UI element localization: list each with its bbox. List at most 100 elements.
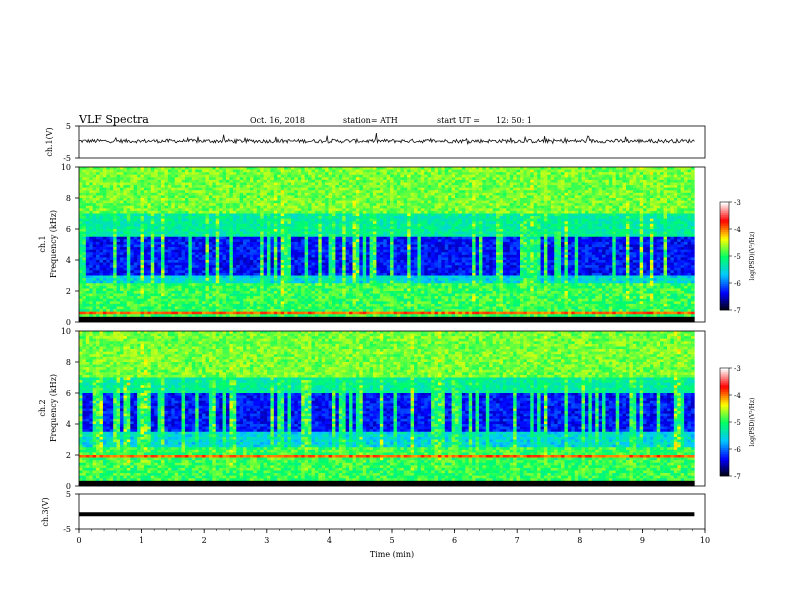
spectrogram-cell	[284, 234, 288, 238]
spectrogram-cell	[461, 210, 466, 214]
spectrogram-cell	[226, 169, 230, 173]
spectrogram-cell	[526, 179, 531, 183]
spectrogram-cell	[437, 190, 442, 194]
spectrogram-cell	[379, 236, 384, 240]
spectrogram-cell	[338, 210, 343, 214]
spectrogram-cell	[362, 187, 367, 191]
spectrogram-cell	[335, 229, 340, 232]
spectrogram-cell	[369, 177, 374, 181]
spectrogram-cell	[92, 221, 97, 225]
spectrogram-cell	[297, 172, 302, 176]
spectrogram-cell	[304, 226, 309, 230]
spectrogram-cell	[379, 167, 384, 170]
spectrogram-cell	[301, 216, 305, 219]
spectrogram-cell	[161, 185, 165, 188]
spectrogram-cell	[427, 192, 432, 196]
spectrogram-cell	[369, 231, 374, 235]
spectrogram-cell	[318, 182, 323, 186]
spectrogram-cell	[567, 231, 572, 235]
spectrogram-cell	[178, 172, 182, 176]
spectrogram-cell	[314, 205, 319, 209]
spectrogram-cell	[427, 234, 432, 238]
spectrogram-cell	[554, 179, 558, 183]
spectrogram-cell	[290, 231, 295, 235]
spectrogram-cell	[465, 205, 470, 209]
spectrogram-cell	[643, 182, 647, 186]
spectrogram-cell	[79, 190, 83, 194]
spectrogram-cell	[147, 208, 152, 212]
spectrogram-cell	[202, 187, 206, 191]
spectrogram-cell	[284, 187, 288, 191]
spectrogram-cell	[366, 187, 370, 191]
spectrogram-cell	[338, 208, 343, 212]
spectrogram-cell	[444, 192, 449, 196]
spectrogram-cell	[547, 167, 552, 170]
spectrogram-cell	[373, 203, 377, 207]
spectrogram-cell	[280, 192, 285, 196]
spectrogram-cell	[304, 216, 309, 219]
spectrogram-cell	[632, 179, 637, 183]
spectrogram-cell	[492, 187, 497, 191]
spectrogram-cell	[379, 218, 384, 222]
spectrogram-cell	[188, 216, 193, 219]
spectrogram-cell	[123, 172, 128, 176]
spectrogram-cell	[318, 203, 323, 207]
spectrogram-cell	[376, 200, 381, 204]
spectrogram-cell	[113, 216, 117, 219]
spectrogram-cell	[458, 177, 463, 181]
spectrogram-cell	[308, 223, 312, 227]
spectrogram-cell	[465, 187, 470, 191]
spectrogram-cell	[120, 167, 124, 170]
spectrogram-cell	[523, 195, 528, 199]
spectrogram-cell	[554, 223, 558, 227]
spectrogram-cell	[157, 167, 162, 170]
spectrogram-cell	[502, 185, 507, 188]
spectrogram-cell	[178, 198, 182, 201]
spectrogram-cell	[253, 229, 258, 232]
spectrogram-cell	[602, 208, 606, 212]
spectrogram-cell	[376, 218, 381, 222]
spectrogram-cell	[280, 218, 285, 222]
spectrogram-cell	[386, 198, 391, 201]
spectrogram-cell	[520, 185, 524, 188]
spectrogram-cell	[226, 195, 230, 199]
spectrogram-cell	[150, 223, 155, 227]
spectrogram-cell	[561, 218, 565, 222]
spectrogram-cell	[92, 216, 97, 219]
spectrogram-cell	[174, 187, 179, 191]
spectrogram-cell	[574, 205, 579, 209]
spectrogram-cell	[557, 172, 562, 176]
spectrogram-cell	[277, 198, 281, 201]
spectrogram-cell	[383, 172, 387, 176]
spectrogram-cell	[215, 236, 220, 240]
spectrogram-cell	[530, 234, 534, 238]
spectrogram-cell	[355, 174, 360, 178]
spectrogram-cell	[468, 205, 473, 209]
spectrogram-cell	[198, 221, 203, 225]
spectrogram-cell	[140, 226, 145, 230]
spectrogram-cell	[325, 229, 329, 232]
spectrogram-cell	[677, 226, 681, 230]
spectrogram-cell	[331, 203, 336, 207]
spectrogram-cell	[653, 182, 658, 186]
spectrogram-cell	[523, 216, 528, 219]
spectrogram-cell	[400, 205, 405, 209]
spectrogram-cell	[506, 234, 511, 238]
spectrogram-cell	[451, 231, 456, 235]
spectrogram-cell	[502, 167, 507, 170]
spectrogram-cell	[154, 195, 158, 199]
spectrogram-cell	[540, 218, 545, 222]
spectrogram-cell	[660, 179, 664, 183]
spectrogram-cell	[345, 208, 350, 212]
spectrogram-cell	[475, 210, 480, 214]
spectrogram-cell	[663, 226, 668, 230]
spectrogram-cell	[325, 192, 329, 196]
spectrogram-cell	[451, 192, 456, 196]
spectrogram-cell	[345, 172, 350, 176]
spectrogram-cell	[331, 190, 336, 194]
spectrogram-cell	[355, 192, 360, 196]
spectrogram-cell	[249, 174, 254, 178]
spectrogram-cell	[663, 179, 668, 183]
spectrogram-cell	[588, 174, 593, 178]
spectrogram-cell	[506, 167, 511, 170]
